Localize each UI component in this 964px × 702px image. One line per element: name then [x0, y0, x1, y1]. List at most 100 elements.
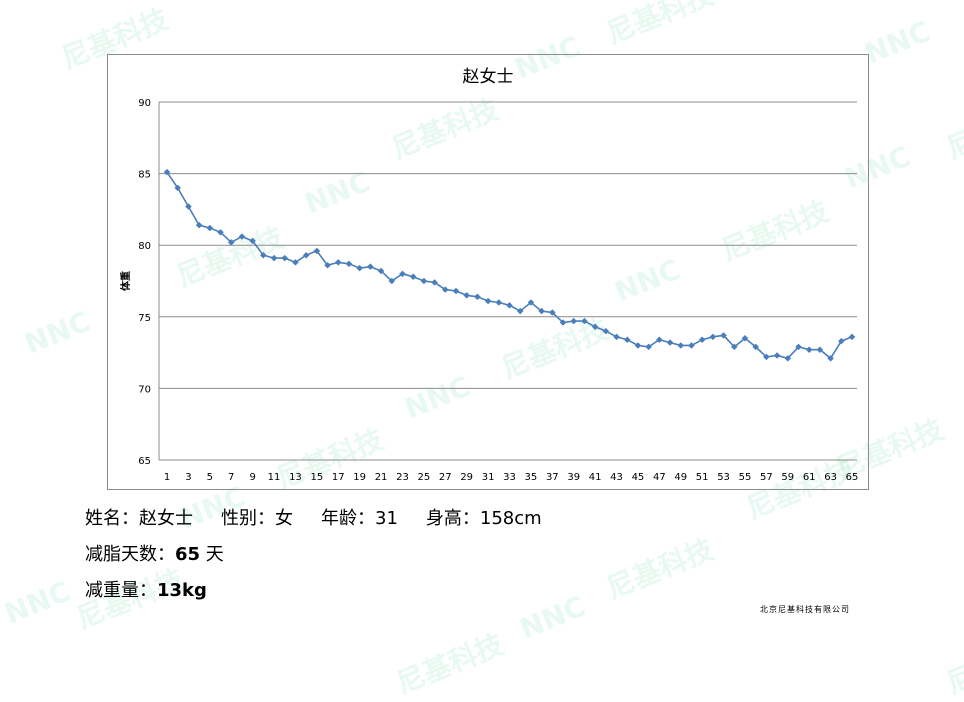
y-tick-label: 80: [138, 241, 151, 252]
data-point: [249, 237, 256, 245]
data-point: [602, 327, 610, 335]
data-point: [388, 277, 396, 285]
data-point: [591, 323, 599, 331]
data-point: [741, 334, 749, 342]
fat-loss-days-line: 减脂天数：65 天: [85, 540, 224, 566]
data-point: [516, 307, 524, 315]
days-value: 65: [175, 544, 201, 565]
watermark-text: 尼基科技: [391, 627, 509, 701]
height-value: 158cm: [479, 508, 542, 529]
data-point: [409, 273, 417, 281]
data-point: [827, 354, 834, 362]
data-point: [195, 221, 203, 229]
age-label: 年龄：: [321, 508, 375, 529]
x-tick-label: 63: [824, 472, 837, 483]
data-point: [163, 168, 171, 176]
data-point: [752, 343, 760, 351]
data-point: [538, 307, 545, 315]
x-tick-label: 19: [353, 472, 366, 483]
data-point: [281, 254, 289, 262]
profile-info-line: 姓名：赵女士 性别：女 年龄：31 身高：158cm: [85, 504, 542, 530]
data-point: [666, 339, 674, 346]
days-label: 减脂天数：: [85, 544, 175, 565]
y-axis-label: 体重: [119, 271, 132, 291]
data-point: [302, 251, 310, 259]
data-point: [334, 259, 342, 266]
data-point: [367, 263, 374, 271]
data-point: [698, 336, 706, 344]
weight-loss-line: 减重量：13kg: [85, 576, 207, 602]
x-tick-label: 47: [653, 472, 666, 483]
x-tick-label: 61: [803, 472, 816, 483]
x-tick-label: 25: [418, 472, 431, 483]
x-tick-label: 15: [310, 472, 323, 483]
x-tick-label: 13: [289, 472, 302, 483]
data-point: [399, 270, 406, 278]
watermark-text: NNC: [860, 14, 935, 71]
data-point: [345, 260, 353, 268]
data-point: [185, 203, 192, 210]
x-tick-label: 53: [717, 472, 730, 483]
data-point: [613, 333, 620, 341]
data-point: [720, 332, 727, 339]
gender-label: 性别：: [221, 508, 275, 529]
watermark-text: NNC: [515, 589, 590, 646]
data-point: [773, 352, 781, 359]
data-point: [795, 343, 802, 351]
y-tick-label: 65: [138, 456, 151, 467]
watermark-text: NNC: [20, 304, 95, 361]
watermark-text: 尼基科技: [601, 532, 719, 606]
x-tick-label: 9: [249, 472, 255, 483]
x-tick-label: 11: [268, 472, 281, 483]
data-point: [227, 238, 235, 246]
chart-title: 赵女士: [463, 67, 514, 87]
data-point: [259, 251, 267, 259]
x-tick-label: 51: [696, 472, 709, 483]
y-tick-label: 90: [138, 98, 151, 109]
height-label: 身高：: [425, 508, 480, 529]
x-tick-label: 37: [546, 472, 559, 483]
x-tick-label: 5: [207, 472, 213, 483]
data-point: [709, 333, 717, 341]
data-point: [463, 291, 471, 299]
data-point: [431, 279, 438, 286]
chart-frame: [107, 54, 869, 490]
watermark-text: 尼基科技: [941, 92, 964, 166]
data-point: [730, 343, 738, 351]
x-tick-label: 27: [439, 472, 452, 483]
data-point: [441, 286, 449, 293]
data-point: [506, 301, 513, 309]
data-point: [324, 261, 331, 269]
watermark-text: 尼基科技: [601, 0, 719, 51]
data-point: [484, 297, 492, 305]
x-tick-label: 35: [525, 472, 538, 483]
data-point: [270, 254, 278, 262]
x-tick-label: 55: [739, 472, 752, 483]
y-tick-label: 75: [138, 313, 151, 324]
data-point: [763, 353, 770, 361]
x-tick-label: 7: [228, 472, 234, 483]
x-tick-label: 49: [674, 472, 687, 483]
data-point: [174, 184, 182, 192]
data-point: [292, 259, 299, 266]
data-point: [784, 354, 792, 362]
x-tick-label: 33: [503, 472, 516, 483]
data-point: [570, 317, 578, 325]
data-point: [548, 309, 556, 316]
x-tick-label: 21: [375, 472, 388, 483]
data-point: [217, 228, 224, 236]
x-tick-label: 43: [610, 472, 623, 483]
x-tick-label: 65: [846, 472, 859, 483]
y-tick-label: 70: [138, 384, 151, 395]
x-tick-label: 29: [460, 472, 473, 483]
x-tick-label: 31: [482, 472, 495, 483]
y-tick-label: 85: [138, 170, 151, 181]
data-point: [206, 224, 214, 232]
name-label: 姓名：: [85, 508, 139, 529]
x-tick-label: 45: [632, 472, 645, 483]
data-point: [527, 299, 535, 306]
age-value: 31: [375, 508, 398, 529]
data-point: [313, 247, 321, 255]
company-name: 北京尼基科技有限公司: [760, 605, 850, 614]
